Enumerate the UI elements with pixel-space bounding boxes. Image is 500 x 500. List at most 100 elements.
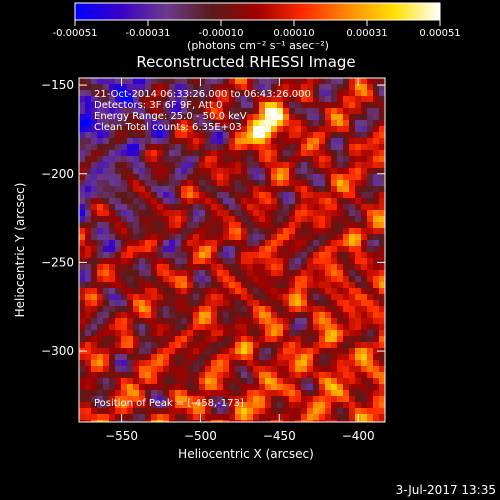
heatmap-cell xyxy=(79,180,86,187)
heatmap-cell xyxy=(271,198,278,205)
heatmap-cell xyxy=(301,288,308,295)
heatmap-cell xyxy=(271,234,278,241)
heatmap-cell xyxy=(133,270,140,277)
heatmap-cell xyxy=(145,120,152,127)
heatmap-cell xyxy=(367,402,374,409)
heatmap-cell xyxy=(349,354,356,361)
heatmap-cell xyxy=(259,180,266,187)
heatmap-cell xyxy=(283,156,290,163)
heatmap-cell xyxy=(223,162,230,169)
heatmap-cell xyxy=(193,234,200,241)
heatmap-cell xyxy=(349,222,356,229)
heatmap-cell xyxy=(139,168,146,175)
heatmap-cell xyxy=(289,390,296,397)
heatmap-cell xyxy=(253,354,260,361)
heatmap-cell xyxy=(301,174,308,181)
heatmap-cell xyxy=(193,312,200,319)
heatmap-cell xyxy=(241,300,248,307)
heatmap-cell xyxy=(85,360,92,367)
heatmap-cell xyxy=(307,258,314,265)
heatmap-cell xyxy=(349,240,356,247)
heatmap-cell xyxy=(247,264,254,271)
heatmap-cell xyxy=(325,108,332,115)
heatmap-cell xyxy=(343,420,350,422)
heatmap-cell xyxy=(205,360,212,367)
heatmap-cell xyxy=(325,162,332,169)
heatmap-cell xyxy=(145,84,152,91)
heatmap-cell xyxy=(271,150,278,157)
heatmap-cell xyxy=(349,210,356,217)
heatmap-cell xyxy=(127,324,134,331)
heatmap-cell xyxy=(271,156,278,163)
heatmap-cell xyxy=(157,288,164,295)
heatmap-cell xyxy=(355,264,362,271)
heatmap-cell xyxy=(373,270,380,277)
heatmap-cell xyxy=(121,198,128,205)
heatmap-cell xyxy=(259,120,266,127)
heatmap-cell xyxy=(205,222,212,229)
heatmap-cell xyxy=(307,420,314,422)
heatmap-cell xyxy=(127,114,134,121)
heatmap-cell xyxy=(181,342,188,349)
heatmap-cell xyxy=(349,234,356,241)
heatmap-cell xyxy=(211,192,218,199)
heatmap-cell xyxy=(163,102,170,109)
heatmap-cell xyxy=(85,234,92,241)
heatmap-cell xyxy=(109,126,116,133)
heatmap-cell xyxy=(235,210,242,217)
heatmap-cell xyxy=(199,378,206,385)
heatmap-cell xyxy=(277,330,284,337)
heatmap-cell xyxy=(205,288,212,295)
heatmap-cell xyxy=(283,84,290,91)
heatmap-cell xyxy=(115,222,122,229)
heatmap-cell xyxy=(223,300,230,307)
heatmap-cell xyxy=(349,414,356,421)
heatmap-cell xyxy=(265,180,272,187)
heatmap-cell xyxy=(265,108,272,115)
heatmap-cell xyxy=(115,336,122,343)
heatmap-cell xyxy=(127,330,134,337)
heatmap-cell xyxy=(325,348,332,355)
heatmap-cell xyxy=(343,174,350,181)
heatmap-cell xyxy=(109,354,116,361)
heatmap-cell xyxy=(367,246,374,253)
heatmap-cell xyxy=(109,390,116,397)
heatmap-cell xyxy=(319,342,326,349)
heatmap-cell xyxy=(331,216,338,223)
heatmap-cell xyxy=(307,120,314,127)
heatmap-cell xyxy=(247,156,254,163)
heatmap-cell xyxy=(307,228,314,235)
heatmap-cell xyxy=(253,378,260,385)
heatmap-cell xyxy=(217,384,224,391)
heatmap-cell xyxy=(79,366,86,373)
heatmap-cell xyxy=(145,330,152,337)
heatmap-cell xyxy=(325,384,332,391)
heatmap-cell xyxy=(139,114,146,121)
heatmap-cell xyxy=(187,366,194,373)
heatmap-cell xyxy=(223,156,230,163)
heatmap-cell xyxy=(109,312,116,319)
heatmap-cell xyxy=(109,198,116,205)
heatmap-cell xyxy=(361,192,368,199)
heatmap-cell xyxy=(181,264,188,271)
heatmap-cell xyxy=(187,156,194,163)
heatmap-cell xyxy=(235,168,242,175)
y-tick-label: −200 xyxy=(41,167,74,181)
heatmap-cell xyxy=(241,138,248,145)
heatmap-cell xyxy=(205,294,212,301)
heatmap-cell xyxy=(127,228,134,235)
heatmap-cell xyxy=(223,348,230,355)
heatmap-cell xyxy=(265,300,272,307)
heatmap-cell xyxy=(289,168,296,175)
heatmap-cell xyxy=(337,300,344,307)
heatmap-cell xyxy=(163,120,170,127)
heatmap-cell xyxy=(361,234,368,241)
heatmap-cell xyxy=(121,150,128,157)
heatmap-cell xyxy=(253,276,260,283)
heatmap-cell xyxy=(265,366,272,373)
heatmap-cell xyxy=(115,156,122,163)
heatmap-cell xyxy=(349,144,356,151)
heatmap-cell xyxy=(235,222,242,229)
heatmap-cell xyxy=(109,138,116,145)
heatmap-cell xyxy=(229,162,236,169)
